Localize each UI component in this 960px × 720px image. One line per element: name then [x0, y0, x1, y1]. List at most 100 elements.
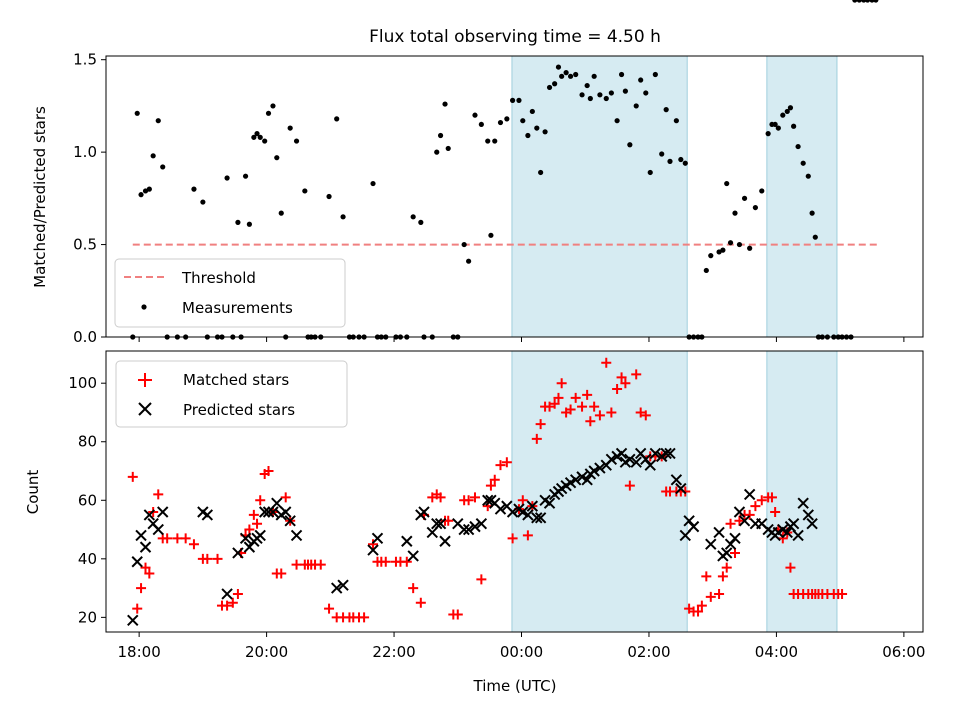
measurement-point	[682, 160, 688, 166]
predicted-star-point	[733, 506, 746, 518]
predicted-star-point	[534, 512, 547, 524]
predicted-star-point	[139, 541, 152, 553]
measurement-point	[805, 173, 811, 179]
matched-star-point	[553, 392, 564, 403]
matched-star-point	[162, 533, 173, 544]
measurement-point	[772, 121, 778, 128]
measurement-point	[485, 138, 491, 144]
predicted-star-point	[729, 532, 741, 545]
measurement-point	[643, 90, 649, 96]
matched-star-point	[582, 389, 593, 400]
predicted-star-point	[494, 503, 507, 515]
matched-star-point	[435, 492, 446, 503]
predicted-star-point	[221, 588, 233, 600]
matched-star-point	[606, 407, 617, 418]
predicted-star-point	[802, 509, 814, 521]
matched-star-point	[401, 556, 412, 567]
predicted-star-point	[469, 520, 481, 533]
predicted-star-point	[267, 506, 279, 518]
ratio-y-tick-label: 0.5	[73, 236, 97, 254]
measurement-point	[597, 92, 603, 98]
predicted-star-point	[254, 529, 266, 542]
count-x-tick-label: 18:00	[118, 643, 161, 661]
measurement-point	[667, 158, 673, 164]
matched-star-point	[570, 392, 581, 403]
matched-star-point	[315, 559, 326, 570]
measurement-point	[638, 77, 644, 83]
predicted-star-point	[330, 582, 343, 594]
count-y-tick-label: 40	[78, 550, 97, 568]
predicted-star-point	[526, 500, 539, 512]
matched-star-point	[565, 404, 576, 415]
matched-star-point	[594, 410, 605, 421]
measurement-point	[437, 132, 444, 139]
measurement-point	[434, 149, 440, 155]
predicted-star-point	[787, 517, 800, 530]
matched-star-point	[140, 562, 151, 573]
matched-star-point	[522, 530, 533, 541]
matched-star-point	[452, 609, 463, 620]
predicted-star-point	[431, 517, 443, 530]
x-axis-label: Time (UTC)	[473, 677, 557, 695]
predicted-star-point	[670, 474, 683, 486]
legend-predicted-label: Predicted stars	[183, 401, 295, 419]
measurement-point	[160, 164, 166, 170]
measurement-point	[856, 0, 862, 3]
predicted-star-point	[271, 497, 283, 509]
matched-star-point	[485, 480, 496, 491]
ratio-legend: Threshold Measurements	[114, 258, 346, 328]
measurement-point	[520, 118, 526, 124]
matched-star-point	[734, 515, 745, 526]
predicted-star-point	[475, 517, 488, 530]
measurement-point	[869, 0, 875, 3]
measurement-point	[736, 241, 743, 248]
matched-star-point	[188, 539, 199, 550]
measurement-point	[146, 186, 152, 192]
shaded-interval-1	[511, 55, 688, 338]
matched-star-point	[770, 506, 781, 517]
measurement-point	[340, 214, 346, 220]
predicted-star-point	[258, 506, 271, 518]
measurement-point	[242, 173, 249, 179]
predicted-star-point	[131, 556, 143, 568]
predicted-star-point	[337, 579, 349, 591]
predicted-star-point	[664, 447, 676, 460]
measurement-point	[732, 210, 738, 216]
measurement-point	[741, 195, 748, 201]
matched-star-point	[127, 471, 138, 482]
measurement-point	[442, 101, 448, 107]
count-x-tick-label: 02:00	[627, 643, 670, 661]
matched-star-point	[463, 495, 474, 506]
predicted-star-point	[157, 506, 169, 518]
predicted-star-point	[721, 547, 733, 559]
measurement-point	[472, 112, 478, 118]
shaded-interval-2	[766, 55, 838, 338]
predicted-star-point	[239, 532, 252, 545]
matched-star-point	[227, 597, 238, 608]
measurement-point	[765, 131, 771, 137]
measurement-point	[780, 112, 786, 118]
predicted-star-point	[407, 550, 419, 562]
matched-star-point	[153, 489, 164, 500]
count-x-tick-label: 22:00	[372, 643, 415, 661]
measurement-point	[864, 0, 871, 3]
predicted-star-point	[792, 529, 804, 542]
ratio-panel: 0.0 0.5 1.0 1.5 Matched/Predicted stars Thr…	[31, 0, 924, 346]
measurement-point	[509, 97, 516, 103]
measurement-point	[627, 142, 633, 148]
predicted-star-point	[588, 465, 600, 477]
measurement-point	[262, 138, 268, 144]
measurement-point	[529, 108, 535, 115]
predicted-star-point	[462, 523, 475, 536]
measurement-point	[584, 82, 590, 89]
predicted-star-point	[743, 488, 756, 501]
measurement-point	[573, 71, 579, 78]
shaded-interval-1	[511, 350, 688, 633]
count-y-tick-label: 20	[78, 608, 97, 626]
measurement-point	[812, 234, 818, 240]
predicted-star-point	[290, 529, 303, 542]
count-x-tick-label: 04:00	[755, 643, 798, 661]
predicted-star-point	[605, 453, 618, 466]
measurement-point	[542, 129, 548, 135]
